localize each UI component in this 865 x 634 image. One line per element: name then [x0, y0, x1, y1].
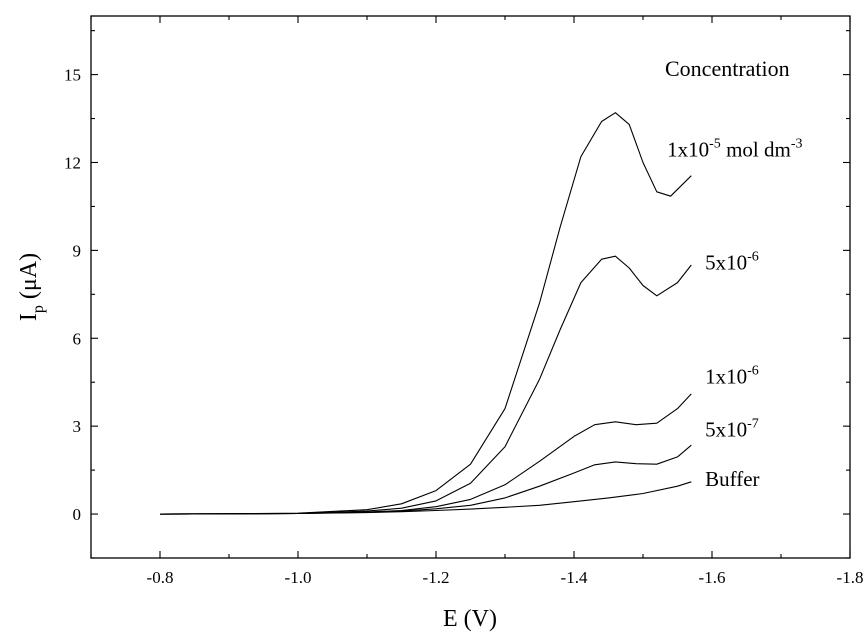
x-axis-ticks: -0.8 -1.0 -1.2 -1.4 -1.6 -1.8	[90, 16, 864, 587]
series-group	[159, 112, 692, 515]
y-axis-title-unit: (μA)	[16, 253, 42, 305]
y-axis-title: Ip (μA)	[16, 253, 47, 321]
series-label-c1e-5: 1x10-5 mol dm-3	[667, 137, 802, 162]
label-superscript: -3	[791, 137, 803, 152]
label-superscript: -6	[747, 364, 759, 379]
x-axis-title: E (V)	[443, 606, 497, 632]
y-tick-label: 12	[64, 153, 81, 172]
label-text: 1x10	[667, 138, 709, 162]
series-line-c5e-7	[159, 444, 692, 515]
label-superscript: -5	[709, 137, 721, 152]
series-label-c5e-6: 5x10-6	[705, 249, 759, 274]
y-tick-label: 6	[73, 329, 82, 348]
x-tick-label: -0.8	[147, 568, 174, 587]
plot-frame	[90, 15, 851, 559]
x-tick-label: -1.6	[699, 568, 726, 587]
series-label-c5e-7: 5x10-7	[705, 416, 759, 441]
label-text: Buffer	[705, 467, 759, 491]
label-text: 1x10	[705, 365, 747, 389]
series-line-c1e-5	[159, 112, 692, 515]
x-tick-label: -1.4	[561, 568, 588, 587]
y-axis-ticks: 0 3 6 9 12 15	[64, 30, 850, 559]
y-tick-label: 9	[73, 241, 82, 260]
x-tick-label: -1.2	[423, 568, 450, 587]
x-tick-label: -1.0	[285, 568, 312, 587]
legend-title: Concentration	[665, 56, 790, 81]
series-line-c5e-6	[159, 255, 692, 515]
label-superscript: -6	[747, 249, 759, 264]
x-tick-label: -1.8	[837, 568, 864, 587]
label-superscript: -7	[747, 416, 759, 431]
label-text: 5x10	[705, 417, 747, 441]
series-label-buffer: Buffer	[705, 467, 759, 491]
y-tick-label: 3	[73, 417, 82, 436]
y-tick-label: 15	[64, 66, 81, 85]
label-text: 5x10	[705, 250, 747, 274]
series-line-c1e-6	[159, 393, 692, 515]
y-axis-title-sub: p	[30, 305, 47, 313]
label-text: mol dm	[721, 138, 791, 162]
y-tick-label: 0	[73, 505, 82, 524]
series-label-c1e-6: 1x10-6	[705, 364, 759, 389]
y-axis-title-main: I	[16, 313, 42, 321]
